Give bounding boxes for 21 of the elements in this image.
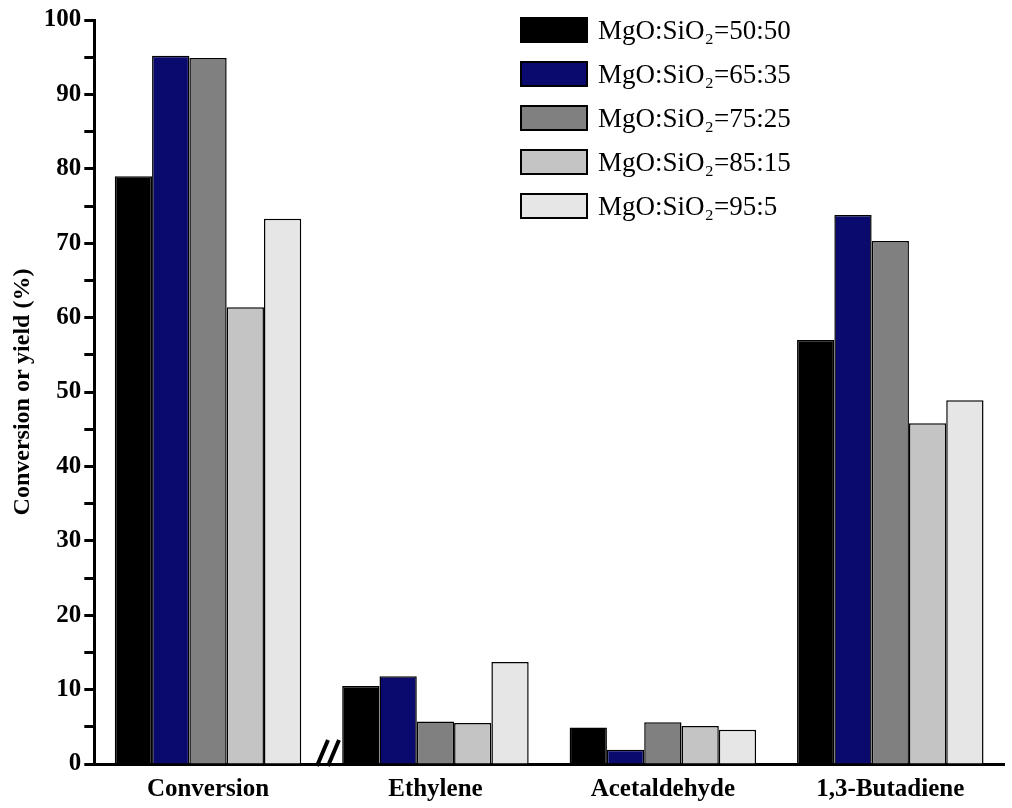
y-tick-label: 40: [56, 450, 82, 478]
x-tick-label: 1,3-Butadiene: [816, 774, 965, 802]
y-tick-label: 70: [56, 227, 82, 255]
y-tick-label: 80: [56, 153, 82, 181]
legend-label: MgO:SiO₂=75:25: [598, 102, 791, 133]
x-tick-label: Ethylene: [388, 774, 483, 802]
y-tick-label: 60: [56, 302, 82, 330]
x-tick-label: Acetaldehyde: [590, 774, 736, 802]
y-tick-label: 0: [68, 748, 82, 776]
y-tick-label: 10: [56, 674, 82, 702]
y-tick-label: 20: [56, 599, 82, 627]
y-tick-label: 50: [56, 376, 82, 404]
y-axis-title: Conversion or yield (%): [7, 268, 34, 516]
legend-label: MgO:SiO₂=95:5: [598, 190, 778, 221]
legend-label: MgO:SiO₂=65:35: [598, 58, 791, 89]
x-tick-label: Conversion: [146, 774, 270, 802]
y-tick-label: 30: [56, 525, 82, 553]
legend-label: MgO:SiO₂=50:50: [598, 14, 791, 45]
y-tick-label: 90: [56, 78, 82, 106]
y-tick-label: 100: [43, 4, 82, 32]
legend-label: MgO:SiO₂=85:15: [598, 146, 791, 177]
